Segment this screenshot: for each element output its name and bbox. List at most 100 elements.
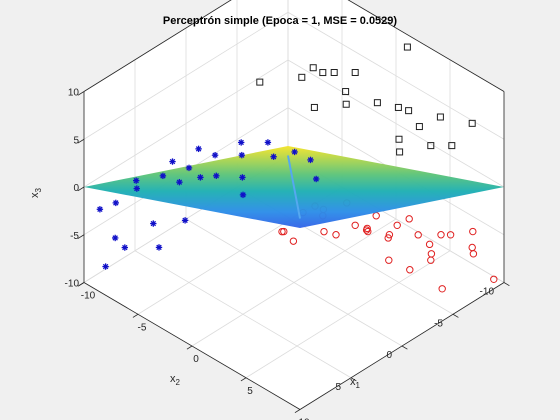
grid-line [287, 11, 505, 140]
data-point-circle [406, 266, 414, 274]
data-point-circle [490, 275, 498, 283]
data-point-square [394, 103, 402, 111]
z-tick [77, 282, 85, 287]
y-tick [503, 282, 510, 287]
data-point-circle [405, 215, 413, 223]
grid-line [83, 59, 289, 188]
data-point-circle [364, 227, 372, 236]
data-point-circle [278, 227, 286, 236]
data-point-square [448, 142, 456, 150]
data-point-asterisk [238, 151, 245, 159]
data-point-square [373, 99, 381, 107]
data-point-asterisk [238, 139, 245, 146]
z-tick-label: 5 [73, 135, 79, 146]
data-point-square [351, 69, 359, 76]
data-point-square [298, 73, 306, 81]
data-point-asterisk [112, 234, 119, 242]
data-point-asterisk [307, 156, 314, 164]
data-point-square [319, 69, 327, 77]
data-point-asterisk [176, 178, 183, 186]
axis-edge [347, 0, 505, 92]
data-point-square [330, 69, 338, 76]
z-tick [77, 234, 85, 239]
z-tick [77, 138, 85, 144]
data-point-circle [351, 221, 359, 230]
x-tick-label: -5 [138, 322, 147, 333]
data-point-square [396, 148, 404, 156]
data-point-circle [289, 237, 298, 245]
x-tick [294, 409, 301, 414]
data-point-asterisk [270, 153, 277, 160]
data-point-square [395, 135, 403, 143]
data-point-asterisk [197, 174, 204, 181]
data-point-circle [385, 231, 394, 239]
data-point-square [256, 78, 264, 86]
data-point-circle [437, 231, 445, 239]
data-point-circle [438, 285, 446, 293]
data-point-asterisk [112, 199, 119, 207]
data-point-circle [425, 240, 434, 249]
data-point-asterisk [211, 151, 219, 159]
chart-title: Perceptrón simple (Epoca = 1, MSE = 0.05… [163, 15, 397, 27]
data-point-circle [393, 221, 401, 230]
data-point-asterisk [102, 263, 109, 270]
data-point-asterisk [313, 175, 320, 183]
data-point-circle [427, 256, 435, 264]
z-tick-label: 10 [68, 88, 80, 99]
data-point-asterisk [155, 244, 163, 251]
data-point-asterisk [121, 244, 128, 251]
y-tick-label: 0 [386, 350, 392, 361]
data-point-square [405, 107, 413, 115]
grid-line [245, 250, 451, 379]
x-tick-label: -10 [81, 291, 96, 302]
weight-vector-line [287, 155, 301, 219]
y-tick [401, 345, 408, 350]
z-tick [77, 91, 85, 96]
data-point-square [403, 43, 411, 51]
data-point-asterisk [264, 139, 272, 146]
data-point-asterisk [159, 172, 167, 180]
x-tick [240, 377, 247, 382]
x-tick-label: 0 [193, 354, 199, 365]
tick-labels: -10 -5 0 5 10 -10 -5 0 5 -10 -5 0 5 10 [65, 88, 495, 420]
data-point-square [427, 142, 435, 150]
data-point-asterisk [185, 164, 193, 172]
x-tick [132, 313, 139, 318]
axis-edge [83, 0, 232, 92]
data-point-asterisk [291, 148, 298, 156]
grid-line [83, 11, 289, 140]
data-point-circle [446, 231, 455, 239]
data-point-circle [332, 231, 340, 239]
data-point-circle [469, 250, 478, 258]
data-point-circle [362, 226, 371, 234]
data-point-square [436, 113, 444, 121]
data-point-square [310, 103, 318, 111]
z-tick-label: 0 [73, 183, 79, 194]
x-axis-label: x1 [350, 376, 361, 390]
grid-line [185, 218, 403, 347]
z-tick-label: -10 [65, 279, 80, 290]
x-tick-label: 5 [247, 386, 253, 397]
z-tick [77, 186, 85, 192]
data-point-circle [384, 234, 392, 242]
data-point-circle [320, 227, 328, 236]
y-tick [452, 313, 459, 318]
data-point-square [342, 88, 350, 96]
data-point-asterisk [195, 145, 202, 153]
data-point-square [468, 119, 476, 127]
y-tick [350, 377, 357, 382]
data-point-circle [385, 256, 393, 264]
y-tick-label: 5 [335, 382, 341, 393]
data-point-asterisk [133, 177, 140, 184]
z-axis-label: x3 [29, 187, 43, 198]
data-point-asterisk [239, 174, 246, 181]
data-point-asterisk [169, 158, 176, 165]
data-point-asterisk [96, 206, 104, 213]
data-point-asterisk [181, 217, 189, 224]
y-axis-label: x2 [170, 373, 181, 387]
y-tick-label: -5 [434, 318, 443, 329]
data-point-circle [469, 227, 477, 236]
y-tick-label: -10 [480, 287, 495, 298]
data-point-asterisk [133, 185, 140, 192]
